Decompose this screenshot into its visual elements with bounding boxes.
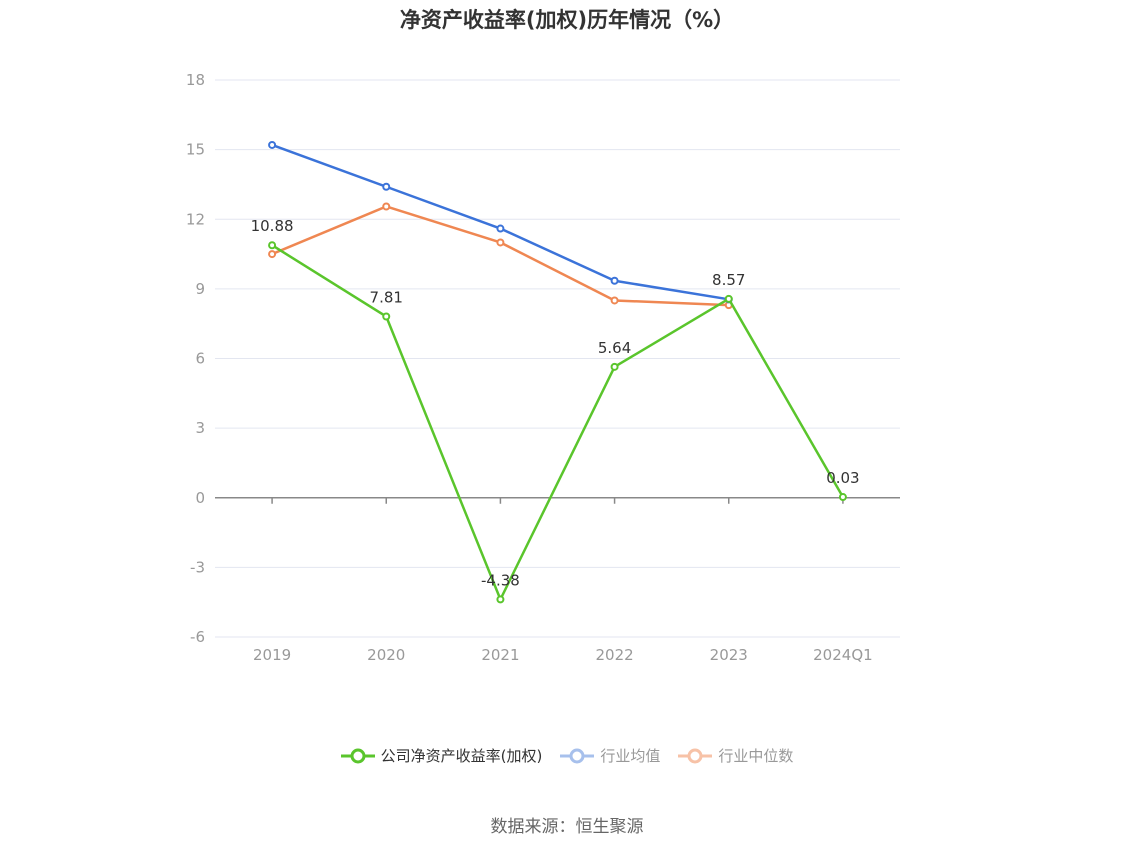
y-tick-label: 6 (195, 350, 205, 368)
data-point[interactable] (496, 224, 505, 233)
data-label: 10.88 (251, 217, 294, 235)
legend-label-industry-mean: 行业均值 (600, 747, 661, 765)
x-tick-label: 2023 (710, 646, 748, 664)
data-point[interactable] (496, 238, 505, 247)
x-tick-label: 2021 (481, 646, 519, 664)
data-point[interactable] (382, 312, 391, 321)
data-point[interactable] (268, 250, 277, 259)
x-tick-label: 2019 (253, 646, 291, 664)
y-tick-label: 9 (195, 280, 205, 298)
series-line-0 (271, 244, 844, 601)
y-tick-label: 3 (195, 419, 205, 437)
y-tick-label: 0 (195, 489, 205, 507)
data-label: 7.81 (370, 288, 403, 306)
data-point[interactable] (838, 493, 847, 502)
data-point[interactable] (724, 294, 733, 303)
data-labels: 10.88 7.81 -4.38 5.64 8.57 0.03 (251, 217, 860, 589)
data-point[interactable] (268, 140, 277, 149)
x-tick-label: 2024Q1 (813, 646, 873, 664)
data-point[interactable] (382, 182, 391, 191)
data-label: 8.57 (712, 271, 745, 289)
legend-swatch-industry-median (678, 748, 713, 763)
legend-swatch-company-roe (340, 748, 375, 763)
legend-item-industry-mean[interactable]: 行业均值 (560, 745, 660, 766)
legend-label-company-roe: 公司净资产收益率(加权) (380, 747, 543, 765)
grid-lines (215, 79, 900, 638)
y-tick-label: 12 (186, 210, 205, 228)
data-label: -4.38 (481, 571, 520, 589)
series-line-1 (271, 143, 729, 301)
chart-title: 净资产收益率(加权)历年情况（%） (399, 8, 735, 32)
y-tick-label: 18 (186, 71, 205, 89)
legend-item-industry-median[interactable]: 行业中位数 (678, 745, 793, 766)
legend-item-company-roe[interactable]: 公司净资产收益率(加权) (340, 745, 543, 766)
y-tick-label: 15 (186, 141, 205, 159)
legend: 公司净资产收益率(加权) 行业均值 行业中位数 (0, 745, 1134, 766)
data-label: 0.03 (826, 469, 859, 487)
axes: -6 -3 0 3 6 9 12 15 18 2019 2020 2021 2022 2023 2024Q1 (186, 71, 900, 664)
line-chart: -6 -3 0 3 6 9 12 15 18 2019 2020 2021 2022 2023 2024Q1… (186, 71, 900, 664)
data-point[interactable] (382, 202, 391, 211)
data-point[interactable] (268, 241, 277, 250)
series-line-2 (271, 205, 729, 307)
y-tick-label: -3 (190, 558, 205, 576)
data-label: 5.64 (598, 339, 631, 357)
series-lines (268, 140, 847, 604)
legend-swatch-industry-mean (560, 748, 595, 763)
x-tick-label: 2020 (367, 646, 405, 664)
y-tick-label: -6 (190, 628, 205, 646)
data-point[interactable] (610, 276, 619, 285)
data-source: 数据来源：恒生聚源 (490, 817, 644, 837)
data-point[interactable] (610, 362, 619, 371)
data-point[interactable] (496, 595, 505, 604)
legend-label-industry-median: 行业中位数 (718, 747, 794, 765)
x-tick-label: 2022 (595, 646, 633, 664)
data-point[interactable] (610, 296, 619, 305)
